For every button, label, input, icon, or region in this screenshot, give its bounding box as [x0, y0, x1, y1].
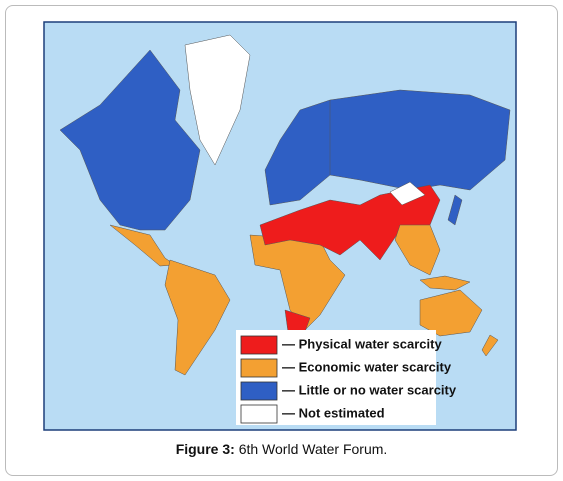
legend-label: — Little or no water scarcity: [282, 382, 457, 397]
mongolia: [389, 181, 426, 206]
southeast-asia: [394, 224, 441, 276]
north-america: [59, 49, 201, 231]
japan: [447, 194, 463, 226]
legend-swatch: [240, 381, 278, 401]
figure-frame: [5, 5, 558, 476]
caption: Figure 3: 6th World Water Forum.: [0, 441, 563, 457]
indonesia: [419, 275, 471, 291]
russia: [329, 89, 511, 191]
new-zealand: [481, 334, 499, 357]
greenland: [184, 34, 251, 166]
caption-label: Figure 3:: [175, 441, 235, 457]
caption-text: 6th World Water Forum.: [238, 441, 388, 457]
legend: — Physical water scarcity — Economic wate…: [240, 335, 457, 424]
legend-label: — Economic water scarcity: [282, 359, 452, 374]
legend-swatch: [240, 404, 278, 424]
legend-swatch: [240, 335, 278, 355]
legend-label: — Not estimated: [282, 405, 385, 420]
land: [59, 34, 511, 376]
australia: [419, 289, 483, 337]
legend-swatch: [240, 358, 278, 378]
map: — Physical water scarcity — Economic wate…: [43, 21, 517, 431]
africa: [249, 234, 346, 331]
legend-label: — Physical water scarcity: [282, 336, 442, 351]
south-america: [164, 259, 231, 376]
